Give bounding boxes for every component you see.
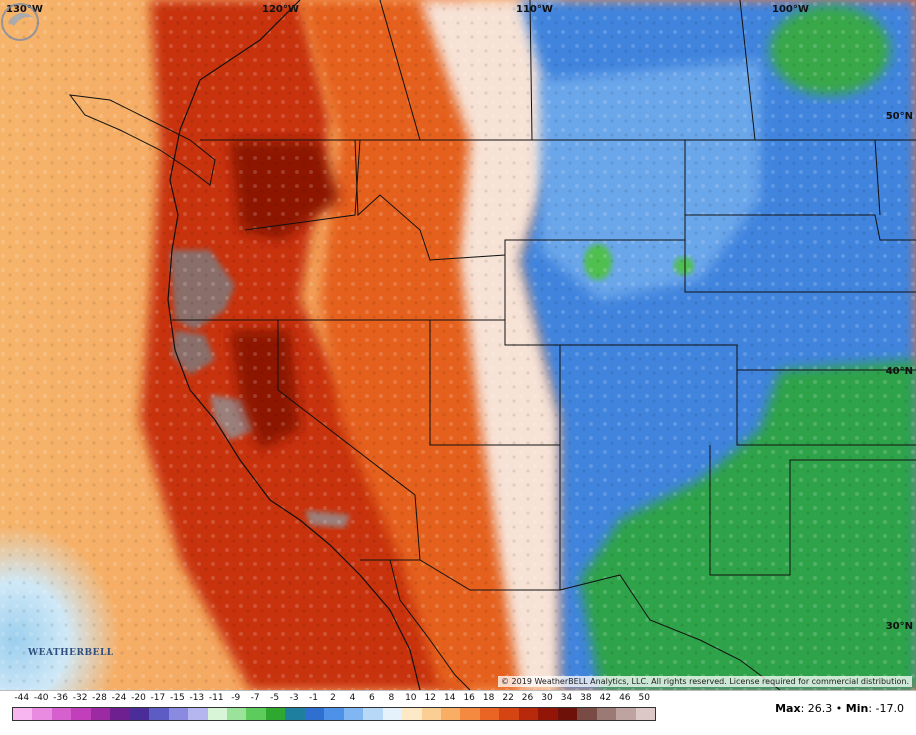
baja-coastline [389,559,471,690]
temperature-anomaly-map [0,0,916,690]
legend-tick-label: 6 [369,693,375,703]
stats-separator: • [835,702,843,715]
lat-label-40n: 40°N [885,366,913,377]
legend-swatch [440,708,461,720]
legend-swatch [460,708,480,720]
copyright-notice: © 2019 WeatherBELL Analytics, LLC. All r… [498,676,912,687]
legend-swatch [149,708,169,720]
legend-color-bar [12,707,656,721]
color-legend: -44 -40 -36 -32 -28 -24 -20 -17 -15 -13 -11 -9 -7 -5-… [0,690,916,735]
legend-tick-label: -9 [231,693,241,703]
legend-swatch [363,708,383,720]
max-label: Max [775,702,801,715]
legend-tick-label: -17 [150,693,166,703]
legend-swatch [226,708,247,720]
logo-text: WEATHERBELL [28,648,114,658]
vancouver-island [68,94,216,186]
legend-tick-label: -5 [270,693,280,703]
legend-swatch [343,708,364,720]
legend-tick-label: -13 [189,693,205,703]
legend-tick-label: -32 [72,693,88,703]
lon-label-130w: 130°W [6,4,43,15]
legend-swatch [285,708,305,720]
legend-tick-label: -3 [289,693,299,703]
legend-tick-label: 16 [463,693,475,703]
weather-map[interactable]: 130°W 120°W 110°W 100°W 50°N 40°N 30°N W… [0,0,916,690]
legend-swatch [32,708,52,720]
legend-tick-label: 26 [521,693,534,703]
max-value: 26.3 [807,702,833,715]
legend-tick-label: 2 [330,693,336,703]
pacific-coastline [167,0,421,690]
legend-tick-label: 8 [388,693,395,703]
lon-label-110w: 110°W [516,4,553,15]
legend-swatch [421,708,441,720]
legend-tick-label: -36 [53,693,68,703]
max-min-stats: Max: 26.3 • Min: -17.0 [775,702,904,715]
legend-swatch [518,708,539,720]
legend-tick-label: 38 [580,693,592,703]
legend-tick-label: 4 [349,693,356,703]
legend-swatch [110,708,130,720]
legend-swatch [71,708,91,720]
lat-label-50n: 50°N [885,111,913,122]
legend-tick-label: -15 [170,693,185,703]
legend-tick-label: 50 [638,693,650,703]
legend-tick-label: 34 [560,693,573,703]
political-borders [172,0,916,690]
lon-label-120w: 120°W [262,4,299,15]
legend-swatch [402,708,422,720]
legend-swatch [188,708,208,720]
legend-swatch [538,708,558,720]
legend-swatch [168,708,189,720]
legend-swatch [13,708,33,720]
legend-tick-label: -44 [14,693,30,703]
legend-tick-label: 18 [482,693,495,703]
min-label: Min [845,702,869,715]
legend-swatch [577,708,597,720]
weatherbell-logo [1,3,39,41]
legend-swatch [51,708,72,720]
legend-tick-label: -20 [131,693,146,703]
legend-swatch [265,708,286,720]
legend-tick-label: 30 [541,693,553,703]
legend-tick-label: 46 [619,693,631,703]
legend-tick-label: 10 [405,693,417,703]
legend-tick-label: -7 [250,693,260,703]
legend-tick-label: 22 [502,693,514,703]
legend-tick-label: -11 [208,693,224,703]
legend-swatch [557,708,578,720]
min-value: -17.0 [875,702,904,715]
legend-tick-label: 14 [443,693,456,703]
legend-swatch [616,708,636,720]
legend-swatch [207,708,227,720]
legend-swatch [304,708,325,720]
legend-swatch [479,708,500,720]
legend-tick-label: -28 [92,693,107,703]
lon-label-100w: 100°W [772,4,809,15]
legend-swatch [596,708,617,720]
legend-swatch [90,708,111,720]
legend-swatch [324,708,344,720]
legend-swatch [382,708,403,720]
legend-tick-label: 12 [424,693,436,703]
legend-swatch [499,708,519,720]
legend-tick-label: -40 [33,693,49,703]
legend-swatch [129,708,150,720]
legend-tick-label: -24 [111,693,127,703]
legend-swatch [635,708,655,720]
legend-tick-label: 42 [599,693,612,703]
legend-swatch [246,708,266,720]
legend-tick-label: -1 [309,693,319,703]
lat-label-30n: 30°N [885,621,913,632]
